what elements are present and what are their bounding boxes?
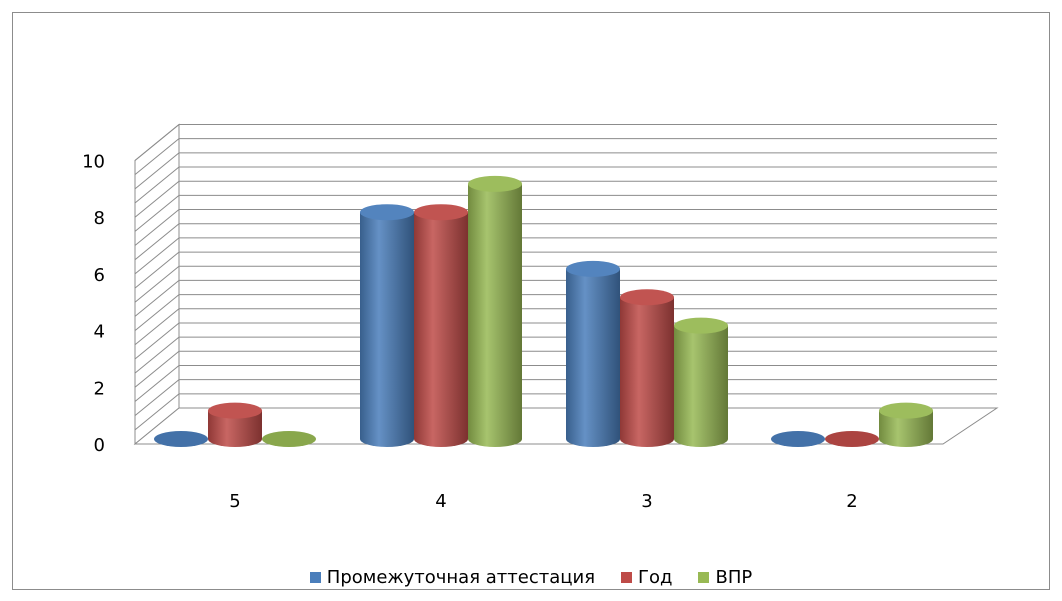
legend-label-2: ВПР <box>715 567 753 588</box>
bar-body <box>414 212 468 447</box>
bar-body <box>468 183 522 447</box>
bar-1-0 <box>208 402 262 447</box>
legend-label-1: Год <box>638 567 673 588</box>
y-tick-label: 6 <box>94 265 105 286</box>
bar-2-0 <box>262 431 316 447</box>
bar-1-2 <box>620 289 674 447</box>
x-tick-label: 2 <box>846 491 857 512</box>
y-tick-label: 8 <box>94 208 105 229</box>
bar-body <box>620 297 674 447</box>
bar-top <box>208 402 262 419</box>
bar-0-1 <box>360 204 414 447</box>
x-tick-label: 4 <box>435 491 446 512</box>
bar-0-0 <box>154 431 208 447</box>
bar-0-2 <box>566 260 620 447</box>
bar-top <box>566 260 620 277</box>
bar-body <box>566 268 620 447</box>
y-tick-label: 2 <box>94 378 105 399</box>
bar-top <box>674 317 728 334</box>
legend-swatch-0 <box>309 572 321 583</box>
bar-2-2 <box>674 317 728 447</box>
x-tick-label: 3 <box>641 491 652 512</box>
legend-swatch-1 <box>621 572 633 583</box>
bar-2-3 <box>879 402 933 447</box>
bars <box>154 175 933 447</box>
bar-body <box>208 410 262 447</box>
gridline <box>134 308 997 346</box>
gridline <box>134 294 997 331</box>
bar-1-3 <box>825 431 879 447</box>
bar-body <box>879 410 933 447</box>
legend-item-2: ВПР <box>698 567 752 588</box>
bar-top <box>879 402 933 419</box>
bar-top <box>414 204 468 221</box>
bar-2-1 <box>468 175 522 447</box>
bar-body <box>360 212 414 447</box>
gridline <box>134 279 997 317</box>
bar-top <box>360 204 414 221</box>
chart-frame: 0 2 4 6 8 10 5 4 3 2 Промежуточная аттестация Го… <box>12 12 1050 590</box>
bar-top <box>468 175 522 192</box>
gridline <box>134 237 997 275</box>
y-tick-label: 0 <box>94 435 105 456</box>
gridline <box>134 138 997 176</box>
bar-top <box>154 431 208 447</box>
bar-top <box>620 289 674 306</box>
bar-1-1 <box>414 204 468 447</box>
bar-body <box>674 325 728 447</box>
x-axis-ticks: 5 4 3 2 <box>229 491 857 512</box>
y-axis-ticks: 0 2 4 6 8 10 <box>82 152 105 457</box>
legend-swatch-2 <box>698 572 710 583</box>
y-tick-label: 4 <box>94 322 105 343</box>
legend-item-1: Год <box>621 567 672 588</box>
bar-top <box>262 431 316 447</box>
gridline <box>134 251 997 289</box>
legend: Промежуточная аттестация Год ВПР <box>13 567 1049 588</box>
gridline <box>134 209 997 246</box>
legend-item-0: Промежуточная аттестация <box>309 567 596 588</box>
gridline <box>134 166 997 204</box>
bar-0-3 <box>771 431 825 447</box>
y-tick-label: 10 <box>82 152 105 173</box>
gridline <box>134 152 997 190</box>
chart-plot: 0 2 4 6 8 10 5 4 3 2 <box>82 123 999 512</box>
bar-top <box>771 431 825 447</box>
bar-top <box>825 431 879 447</box>
gridline <box>134 265 997 303</box>
legend-label-0: Промежуточная аттестация <box>326 567 596 588</box>
x-tick-label: 5 <box>229 491 240 512</box>
gridline <box>134 124 997 161</box>
gridline <box>134 194 997 232</box>
gridline <box>134 180 997 218</box>
gridline <box>134 223 997 261</box>
